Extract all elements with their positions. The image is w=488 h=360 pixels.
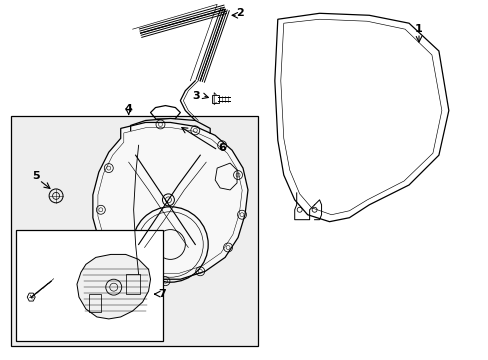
- Text: 7: 7: [158, 289, 166, 299]
- Text: 6: 6: [218, 143, 225, 153]
- Text: 1: 1: [414, 24, 422, 34]
- Bar: [212, 95, 219, 103]
- Bar: [16, 230, 163, 341]
- Bar: [11, 116, 257, 346]
- Text: 2: 2: [236, 8, 244, 18]
- Text: 3: 3: [192, 91, 200, 101]
- Bar: [125, 274, 139, 294]
- Polygon shape: [77, 255, 150, 319]
- Polygon shape: [93, 122, 247, 279]
- Text: 5: 5: [32, 171, 40, 181]
- Bar: [89, 294, 101, 312]
- Text: 4: 4: [124, 104, 132, 113]
